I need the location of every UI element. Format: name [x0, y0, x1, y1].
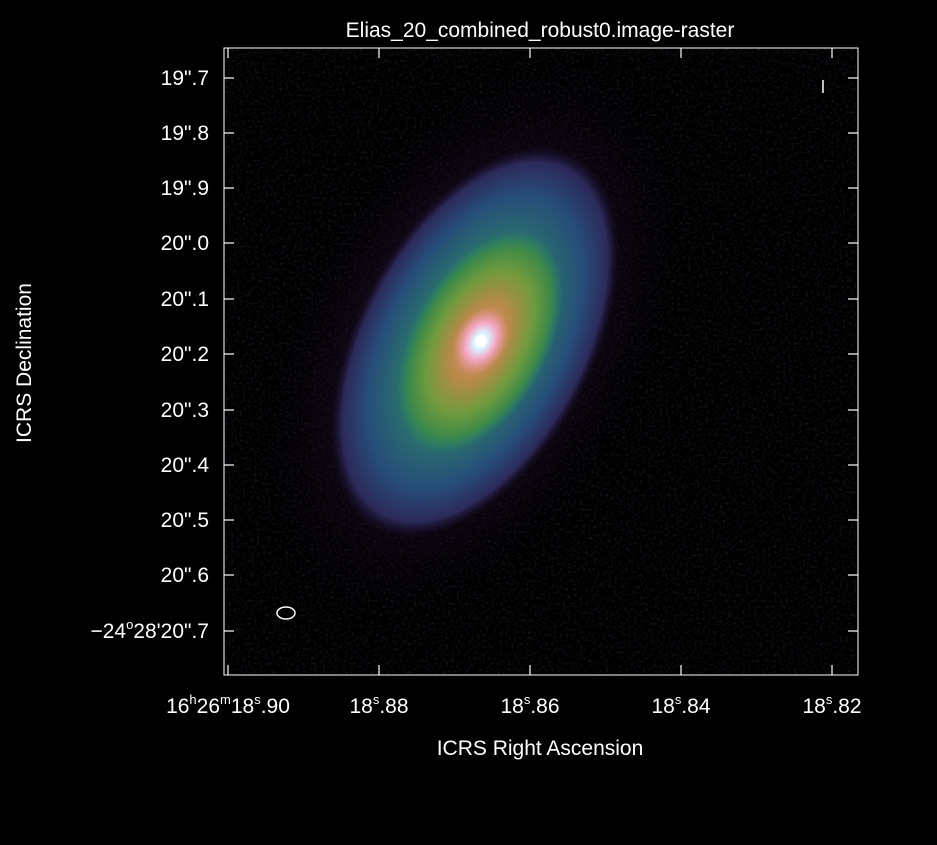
y-tick-label: 20".1	[161, 288, 209, 311]
peak-spot	[475, 335, 487, 347]
plot-title: Elias_20_combined_robust0.image-raster	[346, 19, 735, 42]
x-tick-label: 18s.84	[651, 692, 710, 718]
x-tick-label: 18s.86	[500, 692, 559, 718]
y-tick-label: 19".9	[161, 177, 209, 200]
y-tick-label: 19".8	[161, 122, 209, 145]
tick-marks	[224, 48, 858, 675]
y-tick-label: 20".6	[161, 564, 209, 587]
sky-image	[224, 48, 858, 675]
y-tick-label: 19".7	[161, 67, 209, 90]
x-tick-label-full: 16h26m18s.90	[166, 692, 290, 718]
x-tick-label: 18s.88	[349, 692, 408, 718]
y-tick-label: 20".5	[161, 509, 209, 532]
x-tick-label: 18s.82	[802, 692, 861, 718]
x-axis-label: ICRS Right Ascension	[437, 737, 644, 760]
x-tick-labels: 16h26m18s.90 18s.88 18s.86 18s.84 18s.82	[166, 692, 861, 718]
y-axis-label: ICRS Declination	[13, 283, 36, 443]
y-tick-label: 20".0	[161, 232, 209, 255]
y-tick-label: 20".4	[161, 454, 210, 477]
y-tick-labels: 19".7 19".8 19".9 20".0 20".1 20".2 20".…	[90, 67, 209, 643]
beam-ellipse	[276, 606, 296, 620]
plot-frame	[223, 47, 859, 676]
y-tick-label: 20".3	[161, 399, 209, 422]
y-tick-label: 20".2	[161, 343, 209, 366]
y-tick-label-full: −24o28'20".7	[90, 617, 209, 643]
